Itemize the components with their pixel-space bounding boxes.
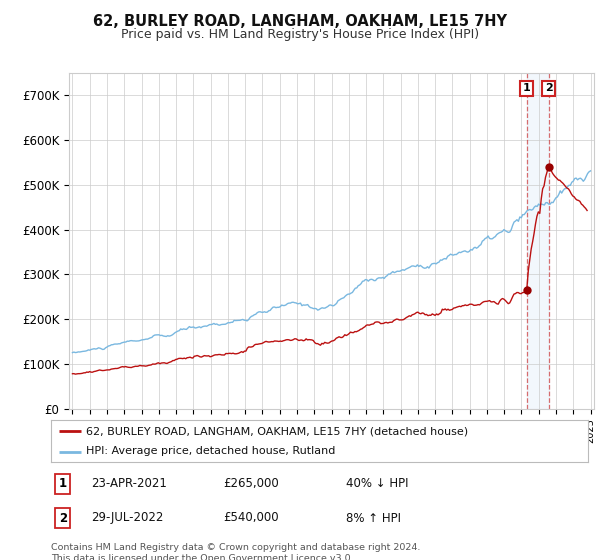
Text: 2: 2 bbox=[59, 511, 67, 525]
Text: 8% ↑ HPI: 8% ↑ HPI bbox=[346, 511, 401, 525]
Text: £265,000: £265,000 bbox=[223, 477, 278, 490]
Text: £540,000: £540,000 bbox=[223, 511, 278, 525]
Text: 29-JUL-2022: 29-JUL-2022 bbox=[91, 511, 164, 525]
Text: 1: 1 bbox=[59, 477, 67, 490]
Text: HPI: Average price, detached house, Rutland: HPI: Average price, detached house, Rutl… bbox=[86, 446, 335, 456]
Text: 23-APR-2021: 23-APR-2021 bbox=[91, 477, 167, 490]
Text: 40% ↓ HPI: 40% ↓ HPI bbox=[346, 477, 409, 490]
Text: Contains HM Land Registry data © Crown copyright and database right 2024.
This d: Contains HM Land Registry data © Crown c… bbox=[51, 543, 421, 560]
Text: Price paid vs. HM Land Registry's House Price Index (HPI): Price paid vs. HM Land Registry's House … bbox=[121, 28, 479, 41]
Text: 62, BURLEY ROAD, LANGHAM, OAKHAM, LE15 7HY (detached house): 62, BURLEY ROAD, LANGHAM, OAKHAM, LE15 7… bbox=[86, 426, 468, 436]
Text: 2: 2 bbox=[545, 83, 553, 94]
Text: 62, BURLEY ROAD, LANGHAM, OAKHAM, LE15 7HY: 62, BURLEY ROAD, LANGHAM, OAKHAM, LE15 7… bbox=[93, 14, 507, 29]
Bar bbox=[527, 73, 549, 409]
Text: 1: 1 bbox=[523, 83, 530, 94]
